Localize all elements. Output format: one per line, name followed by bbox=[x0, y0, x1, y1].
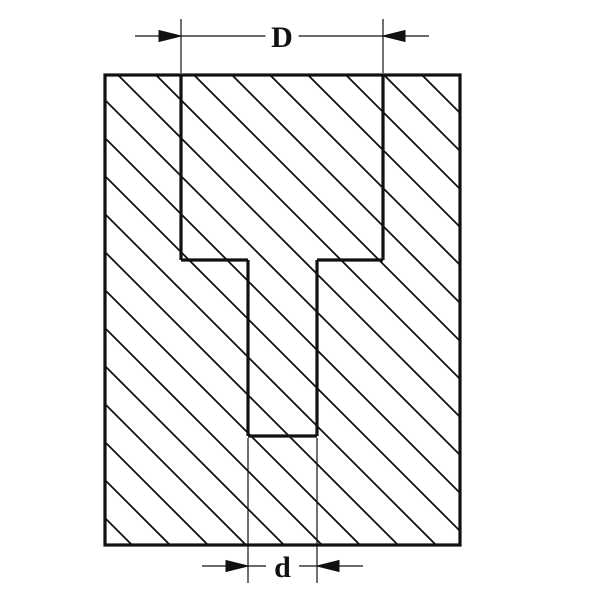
dimension-annotations: D d bbox=[135, 19, 429, 584]
dimension-D: D bbox=[135, 19, 429, 73]
part-outline bbox=[105, 75, 460, 545]
dimension-D-label: D bbox=[271, 21, 293, 54]
dimension-d-label: d bbox=[274, 551, 291, 584]
counterbore-section-diagram: D d bbox=[0, 0, 600, 600]
section-hatching bbox=[65, 0, 500, 600]
dimension-d: d bbox=[202, 438, 363, 584]
